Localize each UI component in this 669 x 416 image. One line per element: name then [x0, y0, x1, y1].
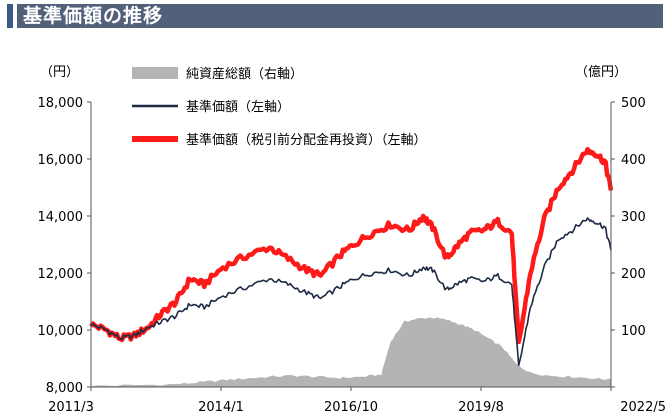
left-axis-unit: （円）: [40, 65, 79, 80]
x-tick-label: 2014/1: [198, 400, 244, 415]
right-tick-label: 100: [621, 324, 646, 339]
ticks-layer: 8,000 10,000 12,000 14,000 16,000 18,000 100 20…: [38, 96, 667, 415]
legend-label-nav-reinvest: 基準価額（税引前分配金再投資）（左軸）: [186, 132, 427, 148]
legend: 純資産総額（右軸） 基準価額（左軸） 基準価額（税引前分配金再投資）（左軸）: [132, 66, 427, 148]
left-tick-label: 8,000: [46, 381, 83, 396]
page-title: 基準価額の推移: [23, 5, 164, 27]
right-tick-label: 500: [621, 96, 646, 111]
right-axis-unit: （億円）: [575, 64, 627, 80]
left-tick-label: 12,000: [38, 267, 84, 282]
line-layer: [89, 146, 614, 367]
right-tick-label: 400: [621, 153, 646, 168]
legend-swatch-net-assets: [132, 67, 178, 79]
legend-label-net-assets: 純資産総額（右軸）: [186, 66, 303, 82]
legend-label-nav: 基準価額（左軸）: [186, 99, 290, 115]
series-nav-reinvest-line: [89, 146, 614, 345]
left-tick-label: 10,000: [38, 324, 84, 339]
title-accent: [7, 4, 13, 28]
net-assets-area-layer: [91, 317, 611, 387]
x-tick-label: 2019/8: [458, 400, 504, 415]
series-net-assets-area: [91, 317, 611, 387]
left-tick-label: 18,000: [38, 96, 84, 111]
x-tick-label: 2022/5: [620, 400, 666, 415]
left-tick-label: 14,000: [38, 210, 84, 225]
x-tick-label: 2016/10: [324, 400, 378, 415]
series-nav-line: [90, 217, 612, 367]
x-tick-label: 2011/3: [48, 400, 94, 415]
title-background: [17, 4, 663, 28]
title-bar: 基準価額の推移: [7, 2, 663, 30]
left-tick-label: 16,000: [38, 153, 84, 168]
right-tick-label: 200: [621, 267, 646, 282]
right-tick-label: 300: [621, 210, 646, 225]
